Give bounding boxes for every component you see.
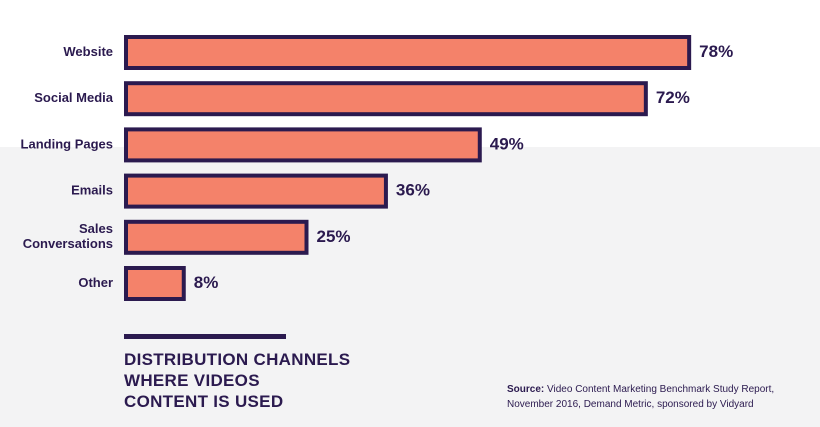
category-label: Sales Conversations: [23, 221, 113, 251]
category-label-line: Sales: [79, 221, 113, 236]
value-label: 49%: [490, 134, 524, 153]
category-label: Other: [78, 275, 113, 290]
value-label: 78%: [699, 42, 733, 61]
value-label: 8%: [194, 273, 219, 292]
bar-other: [124, 266, 186, 301]
source-line-2: November 2016, Demand Metric, sponsored …: [507, 399, 754, 410]
value-label: 72%: [656, 88, 690, 107]
chart-title-line-3: CONTENT IS USED: [124, 392, 284, 411]
category-label: Social Media: [34, 90, 114, 105]
source-note: Source: Video Content Marketing Benchmar…: [507, 382, 807, 412]
category-label: Landing Pages: [21, 136, 113, 151]
category-label-line: Social Media: [34, 90, 114, 105]
category-label-line: Emails: [71, 183, 113, 198]
bar-social-media: [124, 81, 648, 117]
category-label: Emails: [71, 183, 113, 198]
value-label: 36%: [396, 181, 430, 200]
chart-title: DISTRIBUTION CHANNELS WHERE VIDEOS CONTE…: [124, 349, 424, 412]
bar-website: [124, 35, 692, 70]
chart-title-line-2: WHERE VIDEOS: [124, 371, 260, 390]
category-label-line: Landing Pages: [21, 136, 113, 151]
category-label-line: Website: [63, 44, 113, 59]
chart-title-line-1: DISTRIBUTION CHANNELS: [124, 350, 351, 369]
bar-landing-pages: [124, 127, 482, 163]
title-rule: [124, 334, 286, 339]
source-label: Source:: [507, 384, 545, 395]
source-text-1: Video Content Marketing Benchmark Study …: [547, 384, 775, 395]
category-label-line: Conversations: [23, 236, 113, 251]
bar-emails: [124, 173, 388, 209]
source-line-1: Source: Video Content Marketing Benchmar…: [507, 382, 807, 397]
category-label-line: Other: [78, 275, 113, 290]
bar-sales-conversations: [124, 219, 309, 255]
value-label: 25%: [317, 227, 351, 246]
category-label: Website: [63, 44, 113, 59]
bar-chart: 78% Website 72% Social Media 49% Landing Page…: [21, 35, 733, 301]
